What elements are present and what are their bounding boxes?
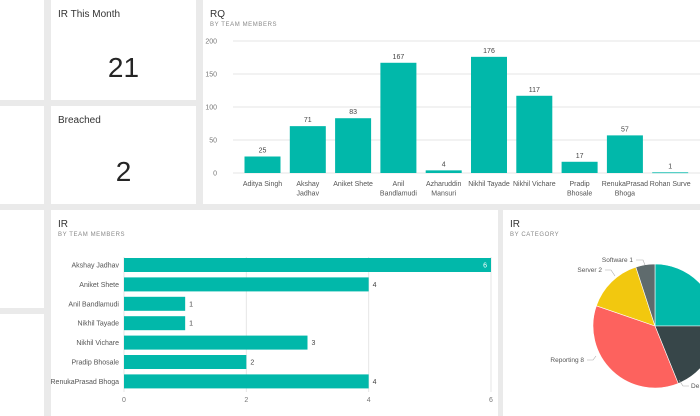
pie-leader-line	[605, 269, 616, 277]
left-tile-1[interactable]	[0, 0, 44, 100]
ir-xtick-label: 0	[122, 397, 126, 404]
rq-bar	[289, 126, 326, 173]
ir-category-chart-title: IR	[510, 219, 520, 230]
rq-ytick-label: 150	[205, 72, 217, 79]
ir-data-label: 6	[483, 263, 487, 270]
kpi-breached-title: Breached	[58, 115, 101, 126]
pie-slice-software	[635, 263, 656, 327]
rq-data-label: 4	[442, 161, 446, 168]
rq-bar	[425, 170, 462, 173]
kpi-breached-tile[interactable]: Breached 2	[51, 106, 196, 204]
rq-category-label: Nikhil Vichare	[513, 181, 556, 188]
rq-bar	[244, 156, 281, 173]
rq-bar	[335, 118, 372, 173]
kpi-ir-this-month-title: IR This Month	[58, 9, 121, 20]
rq-data-label: 117	[529, 87, 540, 94]
ir-data-label: 3	[312, 340, 316, 347]
rq-data-label: 83	[349, 109, 357, 116]
ir-category-label: Nikhil Tayade	[77, 321, 119, 328]
ir-xtick-label: 6	[489, 397, 493, 404]
ir-members-chart-subtitle: BY TEAM MEMBERS	[58, 232, 126, 238]
ir-data-label: 1	[189, 301, 193, 308]
rq-category-label: Nikhil Tayade	[468, 181, 510, 188]
ir-bar	[124, 258, 491, 272]
ir-category-chart-subtitle: BY CATEGORY	[510, 232, 560, 238]
pie-label-server: Server 2	[577, 267, 602, 274]
kpi-ir-this-month-value: 21	[107, 52, 140, 83]
ir-category-chart-tile[interactable]: IR BY CATEGORY Software 1 Server 2 Reporti…	[503, 210, 700, 416]
rq-category-label: Pradip Bhosale	[567, 181, 592, 198]
rq-chart-title: RQ	[210, 9, 225, 20]
rq-data-label: 25	[259, 148, 267, 155]
ir-members-chart-title: IR	[58, 219, 68, 230]
ir-bar	[124, 296, 186, 311]
pie-slice-reporting	[592, 305, 679, 389]
ir-bar	[124, 277, 369, 292]
rq-category-label: Akshay Jadhav	[296, 181, 319, 198]
rq-data-label: 57	[621, 126, 629, 133]
ir-data-label: 4	[373, 379, 377, 386]
pie-leader-line	[587, 355, 597, 361]
rq-data-label: 1	[668, 163, 672, 170]
rq-ytick-label: 200	[205, 39, 217, 46]
rq-category-label: Azharuddin Mansuri	[426, 181, 462, 198]
rq-bar-chart: 0 50 100 150 200 25 Aditya Singh 71 Akshay Jadhav…	[205, 39, 700, 198]
rq-data-label: 167	[393, 54, 405, 61]
ir-members-chart-tile[interactable]: IR BY TEAM MEMBERS 0 2 4 6 Akshay Jadhav 6 Ani…	[51, 210, 498, 416]
left-tile-2[interactable]	[0, 106, 44, 204]
kpi-ir-this-month-tile[interactable]: IR This Month 21	[51, 0, 196, 100]
rq-category-label: Aditya Singh	[243, 181, 282, 188]
pie-label-reporting: Reporting 8	[550, 357, 584, 364]
rq-ytick-label: 0	[213, 171, 217, 178]
rq-bar	[380, 62, 417, 173]
rq-data-label: 176	[483, 48, 495, 55]
rq-bar	[516, 95, 553, 173]
rq-data-label: 71	[304, 117, 312, 124]
pie-label-truncated: De	[691, 383, 700, 390]
ir-category-label: Akshay Jadhav	[72, 263, 120, 270]
left-tile-3[interactable]	[0, 210, 44, 308]
ir-data-label: 2	[250, 360, 254, 367]
ir-category-label: Aniket Shete	[79, 282, 119, 289]
ir-category-label: Anil Bandlamudi	[68, 301, 119, 308]
rq-data-label: 17	[576, 153, 584, 160]
ir-xtick-label: 2	[244, 397, 248, 404]
rq-chart-tile[interactable]: RQ BY TEAM MEMBERS 0 50 100 150 200 25 Aditya …	[203, 0, 700, 204]
ir-category-label: Nikhil Vichare	[76, 340, 119, 347]
ir-bar	[124, 374, 369, 389]
rq-category-label: Aniket Shete	[333, 181, 373, 188]
ir-data-label: 4	[373, 282, 377, 289]
ir-data-label: 1	[189, 321, 193, 328]
rq-category-label: Anil Bandlamudi	[380, 181, 417, 198]
ir-category-label: Pradip Bhosale	[72, 360, 120, 367]
pie-slice-dark	[654, 325, 700, 384]
ir-bar	[124, 316, 186, 331]
pie-leader-line	[636, 259, 646, 266]
ir-members-bar-chart: 0 2 4 6 Akshay Jadhav 6 Aniket Shete 4 Anil Band…	[51, 257, 493, 404]
ir-bar	[124, 355, 247, 369]
rq-bar	[471, 56, 507, 174]
ir-category-label: RenukaPrasad Bhoga	[51, 379, 119, 386]
left-tile-4[interactable]	[0, 314, 44, 416]
rq-bar	[561, 161, 598, 173]
rq-ytick-label: 100	[205, 105, 217, 112]
pie-slice-teal	[654, 263, 700, 327]
rq-chart-subtitle: BY TEAM MEMBERS	[210, 22, 278, 28]
rq-category-label: RenukaPrasad Bhoga	[602, 181, 648, 198]
kpi-breached-value: 2	[115, 156, 132, 187]
rq-bar	[652, 172, 689, 174]
pie-leader-line	[678, 379, 689, 387]
rq-category-label: Rohan Surve	[650, 181, 691, 188]
ir-xtick-label: 4	[367, 397, 371, 404]
pie-label-software: Software 1	[602, 257, 633, 264]
rq-ytick-label: 50	[209, 138, 217, 145]
rq-bar	[606, 135, 643, 173]
ir-bar	[124, 335, 308, 350]
